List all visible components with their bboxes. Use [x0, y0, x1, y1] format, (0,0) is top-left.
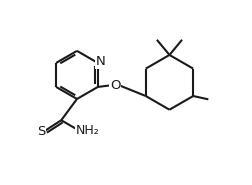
Text: N: N — [96, 56, 105, 68]
Text: NH₂: NH₂ — [76, 124, 99, 137]
Text: S: S — [37, 125, 46, 138]
Text: O: O — [110, 79, 121, 92]
